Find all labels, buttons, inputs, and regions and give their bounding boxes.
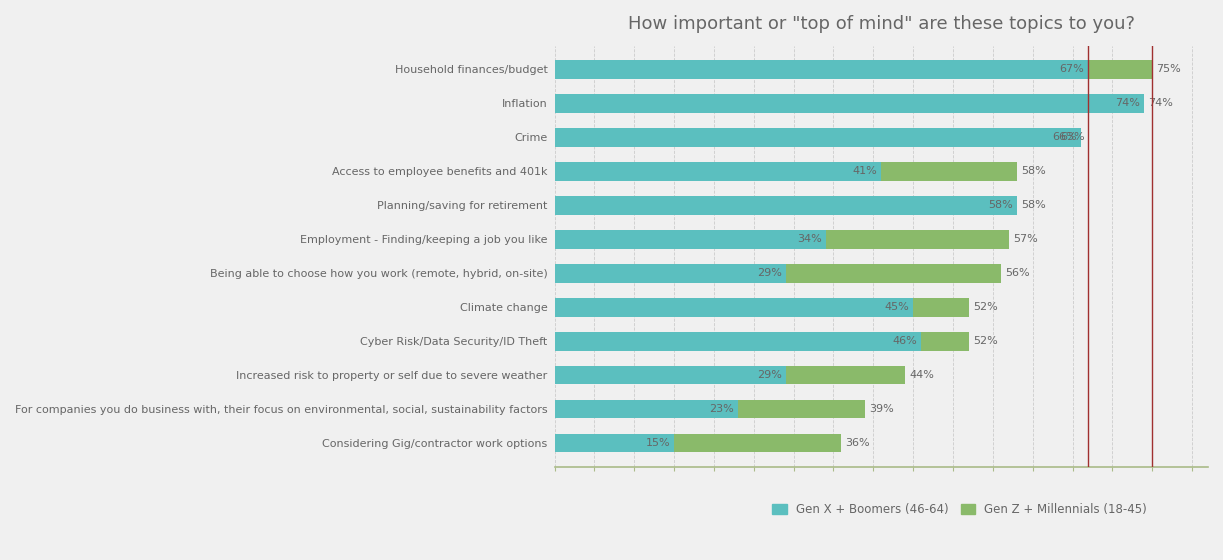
Text: 23%: 23% — [709, 404, 734, 414]
Text: 41%: 41% — [852, 166, 877, 176]
Text: 74%: 74% — [1115, 99, 1140, 109]
Text: 75%: 75% — [1156, 64, 1181, 74]
Bar — [554, 332, 969, 351]
Bar — [554, 366, 785, 385]
Text: 29%: 29% — [757, 268, 781, 278]
Legend: Gen X + Boomers (46-64), Gen Z + Millennials (18-45): Gen X + Boomers (46-64), Gen Z + Millenn… — [773, 503, 1147, 516]
Text: 66%: 66% — [1052, 132, 1076, 142]
Text: 52%: 52% — [974, 302, 998, 312]
Bar — [554, 196, 1016, 214]
Text: 36%: 36% — [845, 438, 870, 448]
Bar — [554, 366, 905, 385]
Text: 58%: 58% — [1021, 166, 1046, 176]
Text: 58%: 58% — [1021, 200, 1046, 211]
Bar — [554, 230, 1009, 249]
Text: 58%: 58% — [988, 200, 1013, 211]
Bar — [554, 60, 1088, 79]
Bar — [554, 196, 1016, 214]
Text: 39%: 39% — [870, 404, 894, 414]
Bar — [554, 434, 674, 452]
Bar — [554, 298, 969, 316]
Bar — [554, 162, 882, 181]
Bar — [554, 264, 1000, 283]
Bar — [554, 298, 914, 316]
Title: How important or "top of mind" are these topics to you?: How important or "top of mind" are these… — [627, 15, 1135, 33]
Text: 74%: 74% — [1148, 99, 1173, 109]
Bar — [554, 434, 841, 452]
Bar — [554, 400, 737, 418]
Text: 57%: 57% — [1013, 234, 1037, 244]
Bar — [554, 128, 1080, 147]
Bar — [554, 400, 866, 418]
Text: 52%: 52% — [974, 336, 998, 346]
Bar — [554, 162, 1016, 181]
Text: 63%: 63% — [1060, 132, 1085, 142]
Bar — [554, 60, 1152, 79]
Text: 45%: 45% — [884, 302, 909, 312]
Text: 15%: 15% — [646, 438, 670, 448]
Bar — [554, 264, 785, 283]
Bar — [554, 94, 1145, 113]
Bar — [554, 128, 1057, 147]
Text: 46%: 46% — [893, 336, 917, 346]
Text: 56%: 56% — [1005, 268, 1030, 278]
Text: 34%: 34% — [796, 234, 822, 244]
Text: 44%: 44% — [909, 370, 934, 380]
Bar — [554, 230, 826, 249]
Bar — [554, 94, 1145, 113]
Bar — [554, 332, 921, 351]
Text: 29%: 29% — [757, 370, 781, 380]
Text: 67%: 67% — [1060, 64, 1085, 74]
